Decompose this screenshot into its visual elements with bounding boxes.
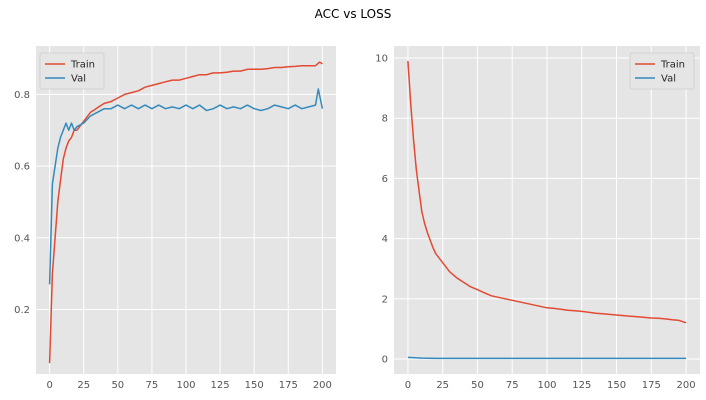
y-tick-label: 0.8: [14, 90, 30, 101]
y-tick-label: 0: [382, 354, 388, 365]
legend-box: [629, 52, 695, 90]
x-tick-label: 50: [111, 380, 124, 391]
x-tick-label: 50: [471, 380, 484, 391]
x-tick-label: 0: [405, 380, 411, 391]
x-tick-label: 0: [46, 380, 52, 391]
legend-box: [39, 52, 105, 90]
legend: Train Val: [629, 52, 695, 90]
accuracy-panel: 0 25 50 75 100 125 150 175 200 0.2 0.4 0.6 0.8 Train V…: [14, 46, 336, 391]
x-tick-label: 125: [211, 380, 230, 391]
x-tick-label: 100: [537, 380, 556, 391]
x-tick-label: 75: [146, 380, 159, 391]
y-tick-label: 0.4: [14, 233, 30, 244]
y-tick-label: 0.6: [14, 162, 30, 173]
x-tick-label: 200: [677, 380, 696, 391]
legend: Train Val: [39, 52, 105, 90]
loss-panel: 0 25 50 75 100 125 150 175 200 0 2 4 6 8 10 Train Val: [375, 46, 700, 391]
x-tick-label: 125: [572, 380, 591, 391]
x-tick-label: 100: [176, 380, 195, 391]
x-tick-label: 175: [642, 380, 661, 391]
legend-label-val: Val: [661, 74, 676, 85]
y-tick-label: 8: [382, 114, 388, 125]
y-tick-label: 0.2: [14, 305, 30, 316]
x-tick-label: 200: [313, 380, 332, 391]
x-tick-label: 25: [436, 380, 449, 391]
x-tick-label: 25: [77, 380, 90, 391]
x-tick-label: 75: [506, 380, 519, 391]
series-line-train: [48, 61, 323, 364]
y-tick-label: 4: [382, 234, 388, 245]
x-tick-label: 175: [279, 380, 298, 391]
series-line-val: [407, 356, 687, 360]
y-tick-label: 6: [382, 174, 388, 185]
figure-title: ACC vs LOSS: [315, 7, 392, 21]
y-tick-label: 10: [375, 54, 388, 65]
series-line-train: [407, 60, 687, 324]
legend-label-train: Train: [660, 60, 685, 71]
y-tick-label: 2: [382, 294, 388, 305]
x-tick-label: 150: [607, 380, 626, 391]
x-tick-label: 150: [245, 380, 264, 391]
legend-label-val: Val: [71, 74, 86, 85]
legend-label-train: Train: [70, 60, 95, 71]
series-line-val: [48, 88, 324, 285]
